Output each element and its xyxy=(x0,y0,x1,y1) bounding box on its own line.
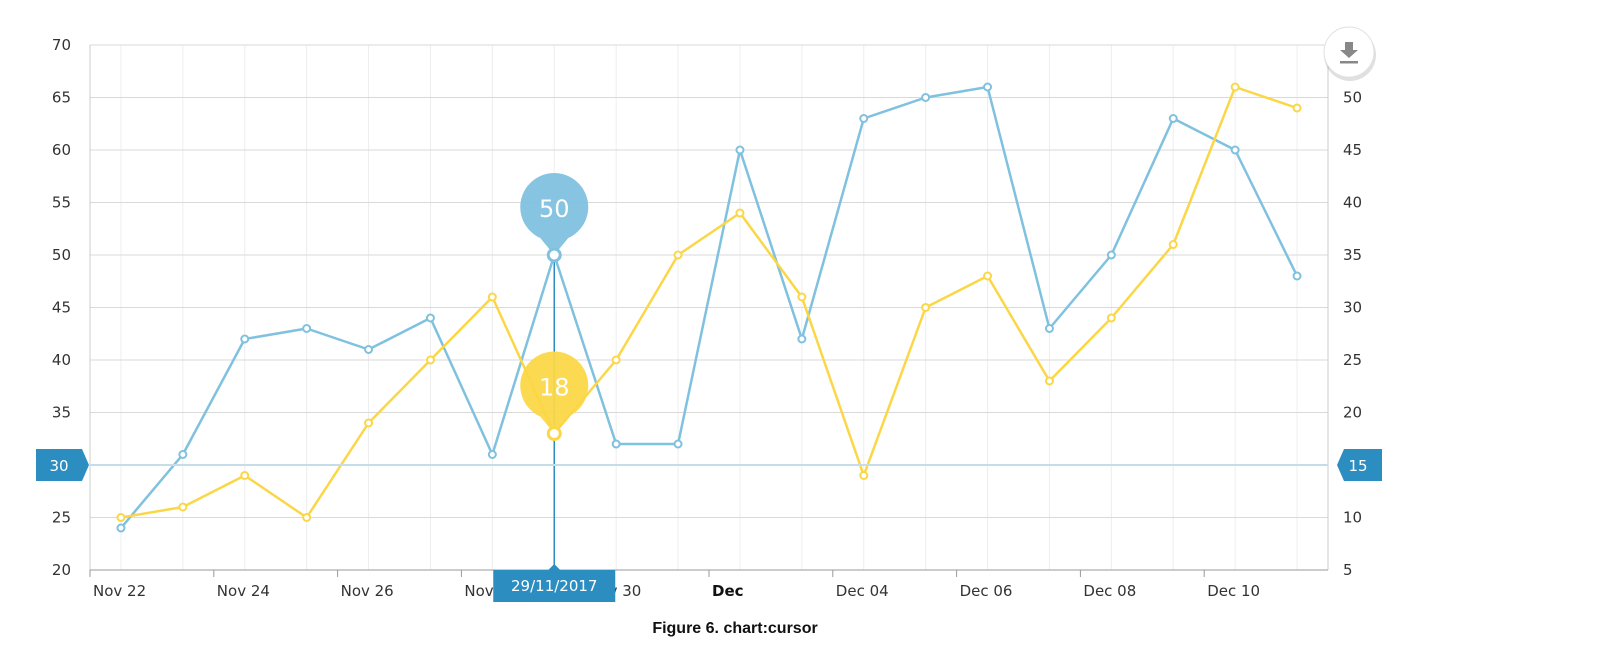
series-1-point xyxy=(425,313,435,323)
left-axis-tick-label: 60 xyxy=(52,141,71,159)
right-axis-tick-label: 30 xyxy=(1343,299,1362,317)
series-2-point xyxy=(240,471,250,480)
left-axis-tick-label: 55 xyxy=(52,194,71,212)
right-axis-tick-label: 25 xyxy=(1343,351,1362,369)
cursor-date-shape xyxy=(493,570,616,602)
series-1-point xyxy=(1168,114,1178,123)
balloon-value-label: 50 xyxy=(539,195,570,223)
series-1-point xyxy=(611,439,621,449)
series-1-point xyxy=(797,334,807,344)
left-axis-tick-label: 70 xyxy=(52,36,71,54)
right-axis-tick-label: 35 xyxy=(1343,246,1362,264)
cursor-date-tag: 29/11/2017 xyxy=(493,564,616,602)
series-1-point xyxy=(673,439,683,449)
x-axis-tick-label: Dec 10 xyxy=(1207,582,1260,600)
balloon-anchor-point xyxy=(546,247,562,263)
cursor-left-tag-shape xyxy=(36,449,89,481)
chart-cursor: 30 15 50 18 29/11/2017 xyxy=(36,173,1382,602)
series-2-point xyxy=(735,208,745,218)
cursor-date-label: 29/11/2017 xyxy=(511,577,597,595)
right-axis-tick-label: 50 xyxy=(1343,89,1362,107)
series-2-point xyxy=(611,355,621,365)
cursor-left-value-label: 30 xyxy=(49,457,68,475)
series-1-point xyxy=(240,334,250,344)
series-2-point xyxy=(487,292,497,302)
x-axis-tick-label: Nov 26 xyxy=(341,582,394,600)
cursor-right-value-label: 15 xyxy=(1348,457,1367,475)
cursor-left-value-tag: 30 xyxy=(36,449,89,481)
series-1-line xyxy=(119,85,1299,529)
left-axis-tick-label: 20 xyxy=(52,561,71,579)
series-1-point xyxy=(1292,271,1302,281)
download-arrow xyxy=(1340,42,1358,58)
series-1-point xyxy=(983,82,993,92)
series-2-point xyxy=(178,502,188,512)
figure-caption: Figure 6. chart:cursor xyxy=(652,620,818,637)
series-1-point xyxy=(859,114,869,123)
balloon-value-label: 18 xyxy=(539,374,570,402)
line-chart[interactable]: 20 25 30 35 40 45 50 55 60 65 70 5 10 15 20 25 30 35 40 45 5… xyxy=(0,0,1608,610)
series-2-point xyxy=(673,250,683,260)
x-axis-tick-label: Nov 24 xyxy=(217,582,270,600)
series-1-point xyxy=(735,145,745,155)
x-axis-tick-label: Dec 06 xyxy=(960,582,1013,600)
series-1-point xyxy=(116,523,126,533)
series-1-point xyxy=(302,324,312,333)
series-2-point xyxy=(983,271,993,281)
series-1-point xyxy=(178,450,188,459)
series-2-point xyxy=(302,513,312,522)
download-bar xyxy=(1340,61,1358,64)
series-1-point xyxy=(487,450,497,459)
series-2-point xyxy=(1044,376,1054,386)
cursor-right-value-tag: 15 xyxy=(1337,449,1382,481)
x-axis-tick-label: Dec xyxy=(712,582,744,600)
cursor-balloon-series-2: 18 xyxy=(520,351,589,441)
series-2-point xyxy=(425,355,435,365)
left-axis-tick-label: 45 xyxy=(52,299,71,317)
balloon-shape xyxy=(520,173,589,255)
balloon-anchor-point xyxy=(546,426,562,441)
cursor-date-pointer xyxy=(548,564,561,570)
right-axis-tick-label: 20 xyxy=(1343,404,1362,422)
series-2-point xyxy=(116,513,126,522)
balloon-shape xyxy=(520,351,589,434)
cursor-right-tag-shape xyxy=(1337,449,1382,481)
left-axis-tick-label: 65 xyxy=(52,89,71,107)
grid xyxy=(90,44,1328,571)
axes: 2025303540455055606570510152025303540455… xyxy=(52,36,1362,600)
series-2-point xyxy=(1292,103,1302,113)
cursor-balloon-series-1: 50 xyxy=(520,173,589,263)
series-1-point xyxy=(364,345,374,354)
x-axis-tick-label: Nov 22 xyxy=(93,582,146,600)
export-button[interactable] xyxy=(1323,26,1376,81)
series-1-point xyxy=(1230,145,1240,155)
left-axis-tick-label: 50 xyxy=(52,246,71,264)
right-axis-tick-label: 45 xyxy=(1343,141,1362,159)
series-1-point xyxy=(1044,324,1054,333)
left-axis-tick-label: 25 xyxy=(52,509,71,527)
x-axis-tick-label: Dec 04 xyxy=(836,582,889,600)
series-2-point xyxy=(364,418,374,428)
series-2-point xyxy=(797,292,807,302)
series-2-line xyxy=(120,85,1298,519)
right-axis-tick-label: 40 xyxy=(1343,194,1362,212)
series-2-point xyxy=(921,303,931,312)
series-1-point xyxy=(921,93,931,102)
series-2-point xyxy=(1106,313,1116,323)
left-axis-tick-label: 40 xyxy=(52,351,71,369)
series-2-point xyxy=(1230,82,1240,92)
series-1-point xyxy=(1106,250,1116,260)
right-axis-tick-label: 10 xyxy=(1343,509,1362,527)
series-2-point xyxy=(859,471,869,480)
left-axis-tick-label: 35 xyxy=(52,404,71,422)
series-2-point xyxy=(1168,240,1178,249)
x-axis-tick-label: Dec 08 xyxy=(1083,582,1136,600)
right-axis-tick-label: 5 xyxy=(1343,561,1353,579)
download-icon xyxy=(1340,42,1358,64)
